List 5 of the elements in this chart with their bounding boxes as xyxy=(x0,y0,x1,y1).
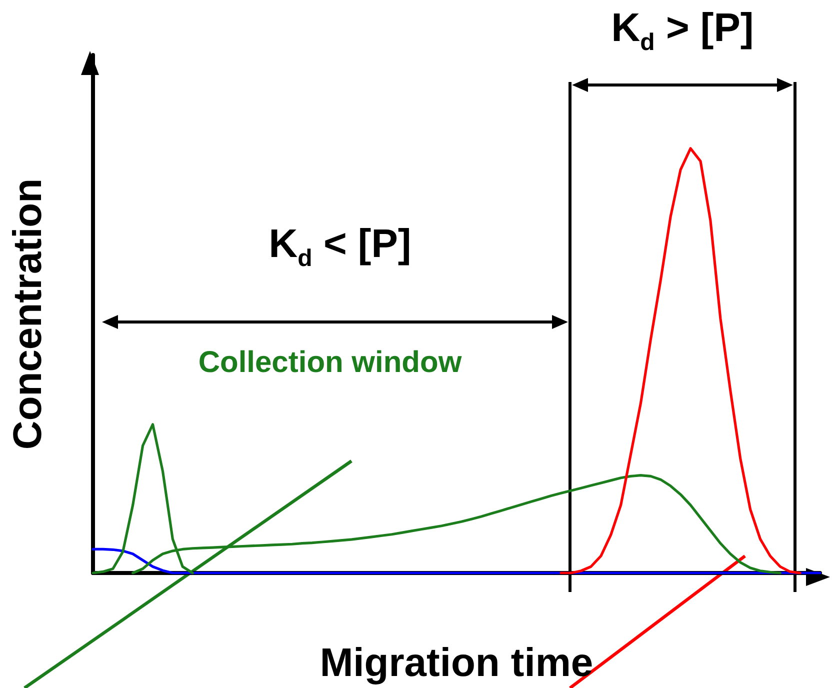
annotation: K$_{d}$ < [P] xyxy=(268,222,412,273)
y-axis-title: Concentration xyxy=(6,178,50,450)
x-axis-title: Migration time xyxy=(320,641,594,685)
text: K$_{d}$ > [P] xyxy=(611,6,754,57)
annotation: Collection window xyxy=(198,346,462,380)
